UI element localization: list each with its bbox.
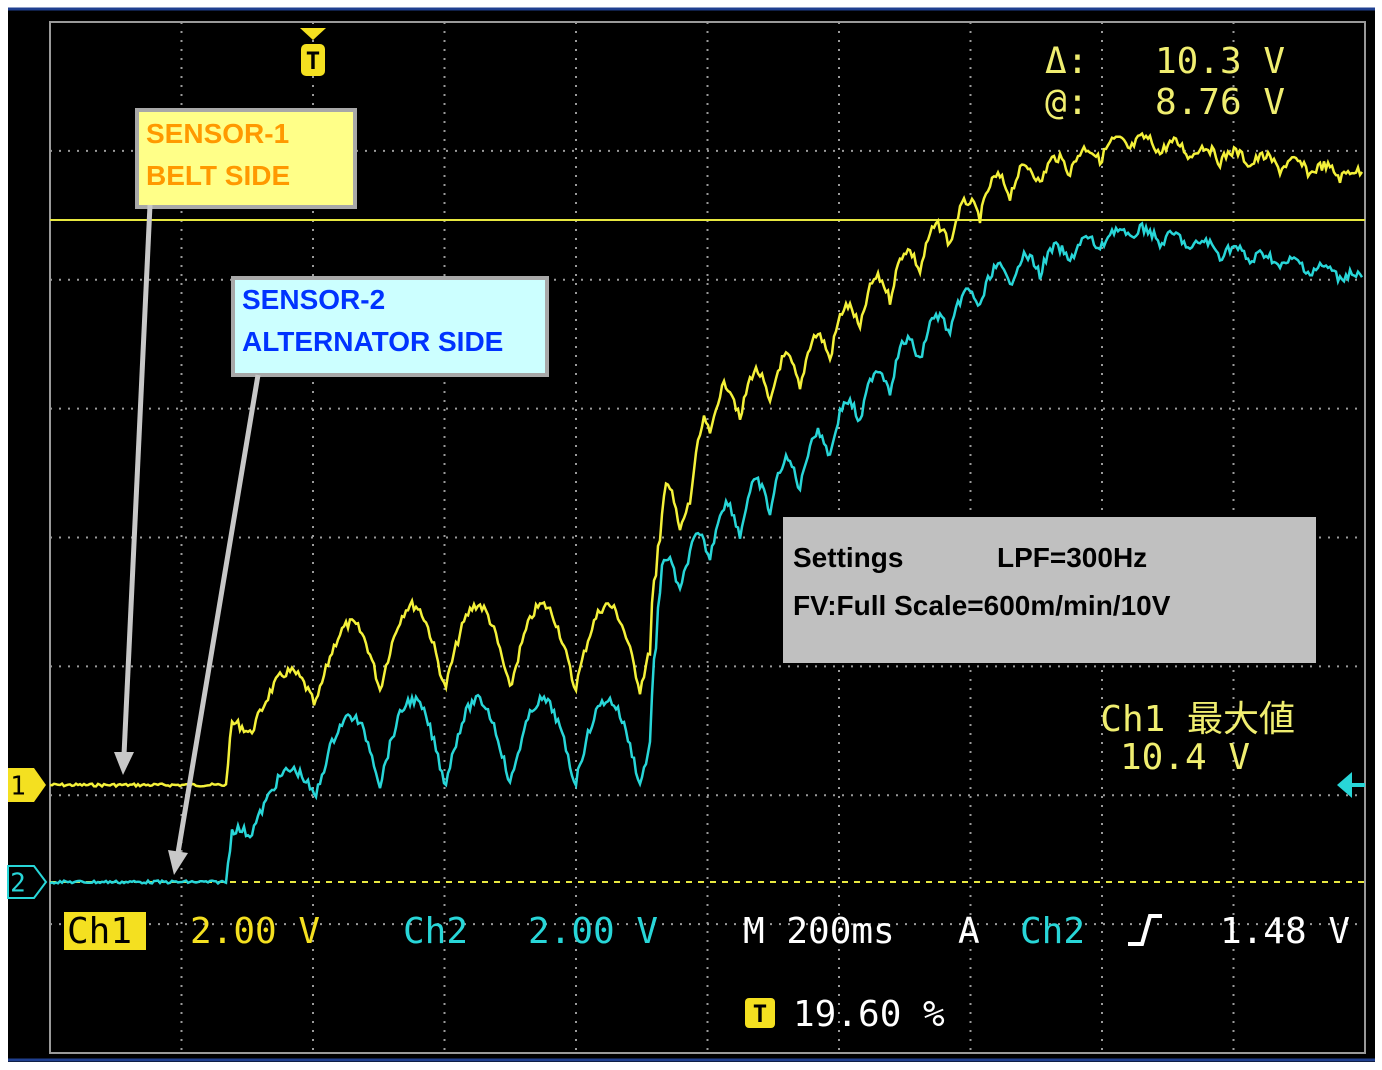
settings-lpf: LPF=300Hz [997,542,1147,573]
trigger-marker: T [306,47,320,75]
sensor-2-title: SENSOR-2 [242,284,385,315]
settings-label: Settings [793,542,903,573]
delta-label: Δ: [1045,41,1088,82]
sensor-1-subtitle: BELT SIDE [146,160,290,191]
sensor-1-title: SENSOR-1 [146,118,289,149]
settings-full-scale: FV:Full Scale=600m/min/10V [793,590,1171,621]
ch1-scale: 2.00 V [190,911,320,952]
ch2-marker: 2 [10,869,26,899]
max-label: Ch1 最大値 [1100,699,1295,740]
at-label: @: [1045,82,1088,123]
ch2-label: Ch2 [403,911,468,952]
sensor-2-subtitle: ALTERNATOR SIDE [242,326,503,357]
delta-value: 10.3 V [1155,41,1285,82]
trigger-source: Ch2 [1020,911,1085,952]
trigger-level: 1.48 V [1220,911,1350,952]
ch1-marker: 1 [10,772,26,802]
ch1-label: Ch1 [67,911,132,952]
position-icon: T [753,1000,767,1028]
ch2-scale: 2.00 V [528,911,658,952]
at-value: 8.76 V [1155,82,1285,123]
timebase: M 200ms [743,911,895,952]
position: 19.60 % [793,994,945,1035]
scope-screen: T Δ: 10.3 V @: 8.76 V SENSOR-1 BELT SIDE… [0,0,1382,1070]
trigger-mode: A [958,911,980,952]
max-value: 10.4 V [1120,737,1250,778]
